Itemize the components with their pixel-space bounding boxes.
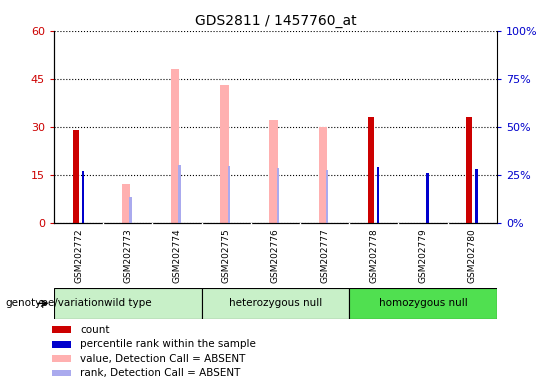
Bar	[178, 165, 181, 223]
Text: homozygous null: homozygous null	[379, 298, 468, 308]
Text: genotype/variation: genotype/variation	[5, 298, 105, 308]
Text: GSM202774: GSM202774	[172, 228, 181, 283]
Text: GSM202775: GSM202775	[222, 228, 231, 283]
Bar	[122, 184, 130, 223]
Text: GSM202776: GSM202776	[271, 228, 280, 283]
Text: GSM202779: GSM202779	[418, 228, 428, 283]
Bar	[326, 170, 328, 223]
Bar	[277, 168, 279, 223]
Text: GSM202777: GSM202777	[320, 228, 329, 283]
Bar	[319, 127, 327, 223]
Bar	[171, 69, 179, 223]
Bar	[129, 197, 132, 223]
Text: percentile rank within the sample: percentile rank within the sample	[80, 339, 256, 349]
Bar	[368, 117, 374, 223]
Text: GSM202772: GSM202772	[74, 228, 83, 283]
Bar	[73, 130, 79, 223]
Text: rank, Detection Call = ABSENT: rank, Detection Call = ABSENT	[80, 368, 241, 378]
Text: wild type: wild type	[104, 298, 152, 308]
Text: GSM202780: GSM202780	[468, 228, 477, 283]
Text: count: count	[80, 325, 110, 335]
Bar	[269, 120, 278, 223]
Bar	[82, 171, 84, 223]
Bar	[52, 341, 71, 348]
Bar	[467, 117, 472, 223]
Bar	[220, 85, 228, 223]
Text: GSM202778: GSM202778	[369, 228, 379, 283]
Bar	[52, 326, 71, 333]
Bar	[52, 355, 71, 362]
Bar	[201, 288, 349, 319]
Text: heterozygous null: heterozygous null	[229, 298, 322, 308]
Bar	[54, 288, 201, 319]
Bar	[349, 288, 497, 319]
Text: value, Detection Call = ABSENT: value, Detection Call = ABSENT	[80, 354, 246, 364]
Bar	[426, 173, 429, 223]
Text: GSM202773: GSM202773	[123, 228, 132, 283]
Bar	[475, 169, 478, 223]
Bar	[52, 369, 71, 376]
Title: GDS2811 / 1457760_at: GDS2811 / 1457760_at	[194, 14, 356, 28]
Bar	[377, 167, 380, 223]
Bar	[228, 166, 230, 223]
